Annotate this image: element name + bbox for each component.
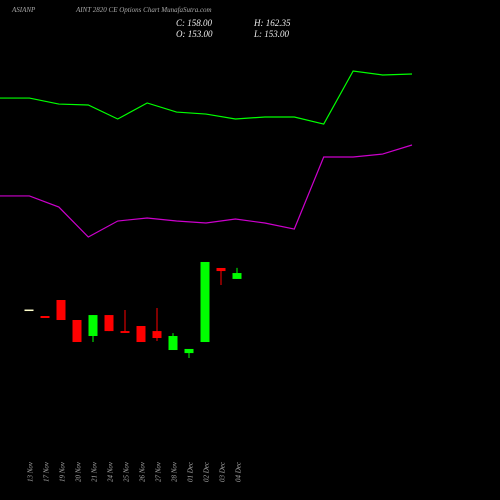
candle-body (24, 309, 34, 312)
x-tick-label: 19 Nov (59, 461, 67, 482)
chart-title: AINT 2820 CE Options Chart MunafaSutra.c… (75, 6, 212, 14)
ohlc-label: H: 162.35 (253, 18, 291, 28)
candle-body (104, 315, 114, 332)
ohlc-label: L: 153.00 (253, 29, 290, 39)
chart-title: ASIANP (11, 6, 36, 14)
candle-body (88, 315, 98, 337)
candle-body (216, 267, 226, 272)
x-tick-label: 17 Nov (43, 461, 51, 482)
candle-body (72, 320, 82, 343)
indicator-line (0, 70, 413, 125)
x-tick-label: 20 Nov (75, 461, 83, 482)
candle-body (232, 273, 242, 279)
x-tick-label: 02 Dec (203, 461, 211, 482)
candle-body (136, 326, 146, 343)
x-tick-label: 26 Nov (139, 461, 147, 482)
x-tick-label: 03 Dec (219, 461, 227, 482)
ohlc-label: O: 153.00 (176, 29, 213, 39)
x-tick-label: 25 Nov (123, 461, 131, 482)
x-tick-label: 04 Dec (235, 461, 243, 482)
x-tick-label: 21 Nov (91, 461, 99, 482)
x-tick-label: 13 Nov (27, 461, 35, 482)
candle-body (200, 261, 210, 343)
indicator-line (0, 144, 413, 238)
candle-body (152, 331, 162, 339)
candle-body (184, 348, 194, 354)
candle-body (120, 331, 130, 333)
x-tick-label: 01 Dec (187, 461, 195, 482)
candle-body (56, 299, 66, 321)
candle-body (40, 316, 50, 319)
ohlc-label: C: 158.00 (176, 18, 213, 28)
candle-body (168, 336, 178, 351)
x-tick-label: 24 Nov (107, 461, 115, 482)
x-tick-label: 27 Nov (155, 461, 163, 482)
x-tick-label: 28 Nov (171, 461, 179, 482)
